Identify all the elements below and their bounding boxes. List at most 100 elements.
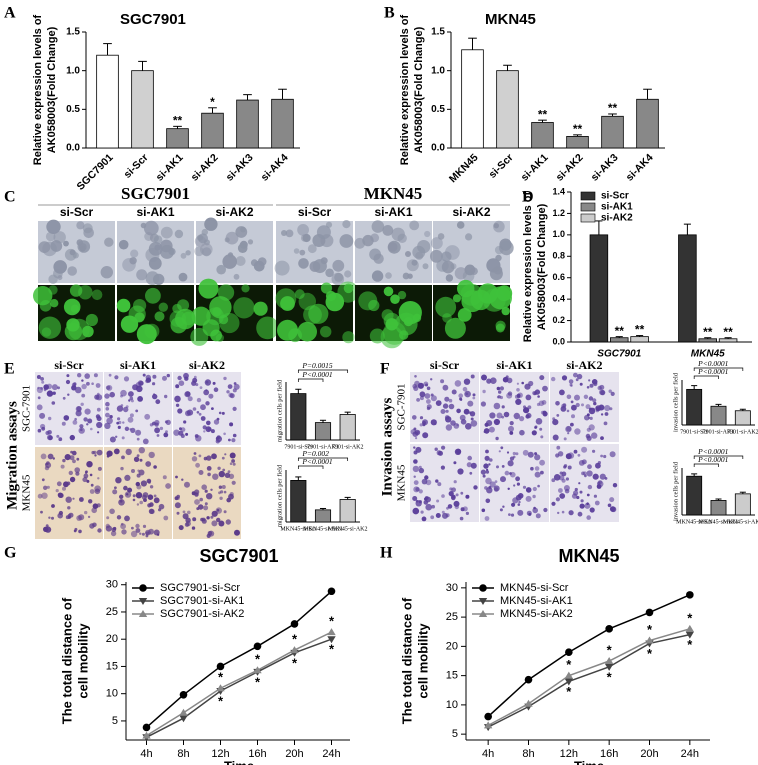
cell xyxy=(207,472,211,477)
p-value: P<0.0001 xyxy=(301,370,332,379)
y-tick-label: 25 xyxy=(106,606,118,618)
cell xyxy=(105,412,110,418)
cell xyxy=(76,221,85,230)
legend-label: si-Scr xyxy=(601,191,629,202)
cell xyxy=(77,373,82,378)
cell xyxy=(603,421,608,426)
cell xyxy=(78,529,82,534)
cell xyxy=(578,482,581,485)
cell xyxy=(163,432,169,438)
cell xyxy=(503,411,510,418)
y-tick-label: 30 xyxy=(446,582,458,594)
cell xyxy=(485,498,491,504)
cell xyxy=(84,510,88,515)
cell xyxy=(210,429,215,434)
legend-label: MKN45-si-AK1 xyxy=(500,595,573,607)
cell xyxy=(444,396,450,402)
cell xyxy=(165,430,168,434)
cell xyxy=(383,312,400,329)
significance: * xyxy=(566,684,572,699)
x-tick-label: 7901-si-AK2 xyxy=(727,429,758,435)
cell xyxy=(574,487,578,492)
data-point xyxy=(645,608,654,617)
cell xyxy=(162,475,167,480)
cell xyxy=(96,449,103,456)
cell xyxy=(223,376,227,381)
significance: * xyxy=(255,674,261,689)
bar xyxy=(531,122,554,149)
cell xyxy=(592,449,596,453)
cell xyxy=(506,451,510,454)
cell xyxy=(226,497,231,503)
cell xyxy=(145,374,151,381)
cell xyxy=(210,515,214,519)
cell xyxy=(228,438,231,442)
cell xyxy=(175,384,180,389)
x-tick-label: si-AK3 xyxy=(589,151,621,183)
panel-letter: D xyxy=(522,189,534,206)
cell xyxy=(194,499,200,505)
cell xyxy=(92,503,99,510)
cell xyxy=(489,481,496,488)
cell xyxy=(85,313,98,327)
cell xyxy=(173,429,180,436)
cell xyxy=(48,416,52,421)
cell xyxy=(152,374,157,379)
cell xyxy=(232,462,236,466)
data-point xyxy=(604,663,614,671)
cell xyxy=(486,420,493,427)
p-value: P=0.0015 xyxy=(301,361,333,370)
y-tick-label: 0.4 xyxy=(552,294,565,304)
cell xyxy=(589,507,595,513)
cell xyxy=(494,245,504,255)
cell xyxy=(177,408,183,414)
cell xyxy=(177,299,190,312)
cell xyxy=(430,515,435,520)
cell xyxy=(94,488,101,495)
cell xyxy=(577,453,581,457)
cell xyxy=(187,510,191,515)
significance: * xyxy=(218,670,224,685)
cell xyxy=(97,431,100,434)
cell xyxy=(50,299,59,308)
cell xyxy=(567,465,572,470)
cell xyxy=(609,451,616,458)
cell xyxy=(153,393,156,396)
cell xyxy=(418,465,422,469)
column-label: si-Scr xyxy=(60,205,94,219)
cell xyxy=(45,231,56,242)
significance: ** xyxy=(173,114,183,128)
cell xyxy=(200,404,206,411)
cell xyxy=(206,516,210,520)
y-axis-label: Relative expression levels of xyxy=(522,191,534,342)
cell xyxy=(114,375,119,380)
cell xyxy=(80,428,83,432)
cell xyxy=(192,517,197,522)
cell xyxy=(62,396,66,400)
cell xyxy=(174,229,184,239)
cell xyxy=(69,455,75,461)
x-tick-label: 7901-si-Scr xyxy=(284,444,312,450)
cell xyxy=(584,414,590,421)
cell xyxy=(577,511,583,517)
cell xyxy=(420,510,424,514)
cell xyxy=(344,270,352,278)
cell xyxy=(525,495,532,502)
cell xyxy=(435,400,442,406)
legend-label: SGC7901-si-AK2 xyxy=(160,608,244,620)
cell xyxy=(565,477,570,481)
cell xyxy=(595,462,601,469)
cell xyxy=(441,251,452,262)
cell xyxy=(90,483,94,487)
panel-letter: H xyxy=(380,545,393,562)
cell xyxy=(553,474,561,481)
cell xyxy=(523,407,530,414)
cell xyxy=(527,451,534,458)
cell xyxy=(191,526,196,530)
cell xyxy=(140,480,147,487)
cell xyxy=(436,499,440,503)
series-line xyxy=(487,628,691,727)
cell xyxy=(113,448,120,455)
column-label: si-AK1 xyxy=(136,205,174,219)
cell xyxy=(579,490,583,494)
